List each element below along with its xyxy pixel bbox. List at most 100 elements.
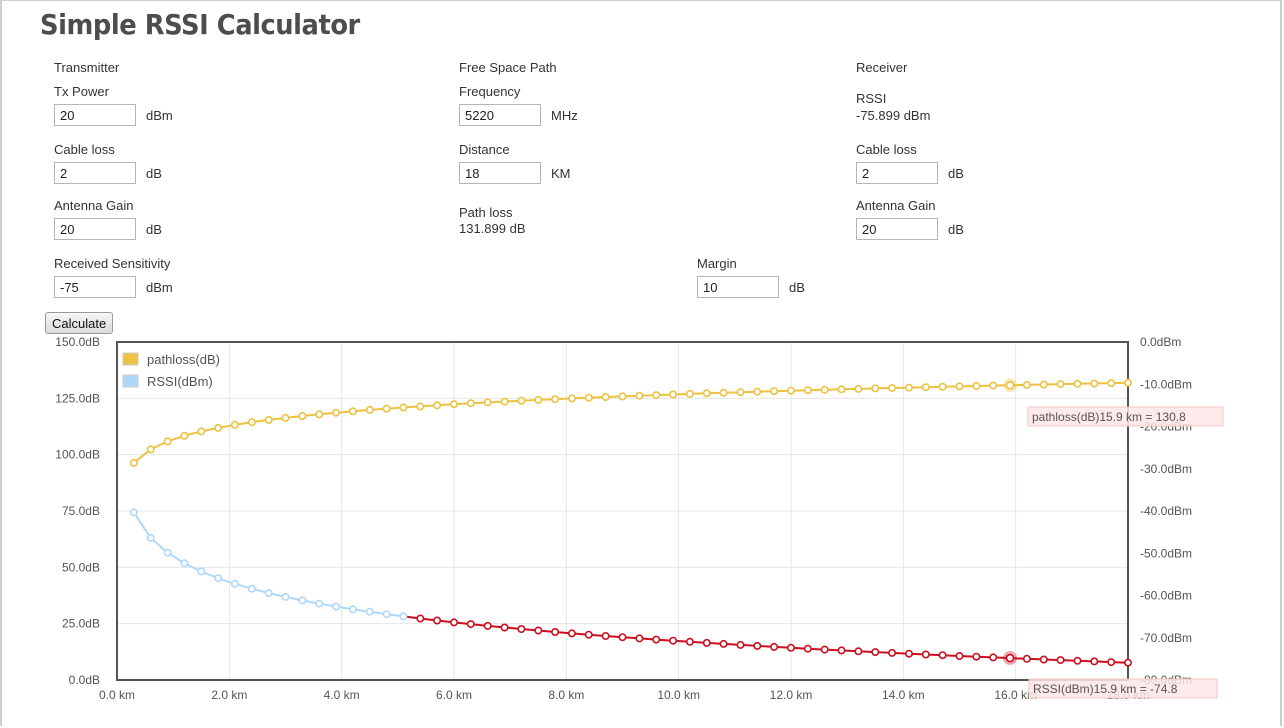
pathloss-point: [129, 458, 138, 467]
pathloss-point: [871, 384, 880, 393]
rssi-point: [517, 624, 526, 633]
path-loss-label: Path loss: [459, 205, 513, 220]
pathloss-point: [281, 413, 290, 422]
tx-power-label: Tx Power: [54, 84, 109, 99]
margin-input[interactable]: [697, 276, 779, 298]
chart-legend: pathloss(dB) RSSI(dBm): [122, 352, 220, 389]
x-tick-label: 10.0 km: [657, 688, 700, 702]
pathloss-point: [669, 390, 678, 399]
rssi-point: [854, 647, 863, 656]
tx-antenna-gain-input[interactable]: [54, 218, 136, 240]
pathloss-point: [230, 420, 239, 429]
rx-cable-loss-unit: dB: [948, 166, 964, 181]
distance-unit: KM: [551, 166, 571, 181]
pathloss-point: [466, 399, 475, 408]
rx-cable-loss-input[interactable]: [856, 162, 938, 184]
rssi-point: [163, 548, 172, 557]
pathloss-point: [736, 388, 745, 397]
distance-label: Distance: [459, 142, 510, 157]
rssi-point: [1124, 658, 1133, 667]
pathloss-point: [1107, 379, 1116, 388]
rssi-point: [180, 559, 189, 568]
pathloss-point: [433, 401, 442, 410]
rx-cable-loss-label: Cable loss: [856, 142, 917, 157]
pathloss-point: [399, 403, 408, 412]
tooltip-text: pathloss(dB)15.9 km = 130.8: [1032, 410, 1186, 424]
rssi-point: [955, 651, 964, 660]
rssi-point: [416, 614, 425, 623]
y-right-tick-label: -30.0dBm: [1140, 462, 1192, 476]
calculate-button[interactable]: Calculate: [45, 312, 114, 334]
rssi-point: [399, 612, 408, 621]
rssi-point: [753, 641, 762, 650]
pathloss-point: [938, 382, 947, 391]
pathloss-point: [584, 393, 593, 402]
pathloss-point: [888, 383, 897, 392]
rssi-point: [601, 631, 610, 640]
rssi-point: [989, 653, 998, 662]
rssi-point: [146, 533, 155, 542]
tx-cable-loss-input[interactable]: [54, 162, 136, 184]
pathloss-point: [753, 387, 762, 396]
y-left-tick-label: 25.0dB: [62, 617, 100, 631]
plot-border: [116, 341, 1129, 681]
pathloss-point: [180, 431, 189, 440]
rssi-point: [837, 646, 846, 655]
pathloss-point: [382, 404, 391, 413]
y-left-tick-label: 100.0dB: [55, 448, 100, 462]
y-left-tick-label: 75.0dB: [62, 504, 100, 518]
pathloss-point: [247, 418, 256, 427]
rx-antenna-gain-label: Antenna Gain: [856, 198, 936, 213]
margin-unit: dB: [789, 280, 805, 295]
pathloss-point: [315, 410, 324, 419]
rx-antenna-gain-unit: dB: [948, 222, 964, 237]
path-loss-value: 131.899 dB: [459, 221, 526, 236]
pathloss-point: [1056, 380, 1065, 389]
rssi-point: [972, 652, 981, 661]
pathloss-point: [567, 394, 576, 403]
rssi-line-segment: [132, 511, 152, 539]
rssi-point: [567, 629, 576, 638]
rx-antenna-gain-input[interactable]: [856, 218, 938, 240]
legend-swatch: [122, 374, 139, 388]
distance-input[interactable]: [459, 162, 541, 184]
tx-antenna-gain-unit: dB: [146, 222, 162, 237]
tooltip-box: [1027, 406, 1224, 427]
pathloss-point: [534, 395, 543, 404]
pathloss-point: [719, 388, 728, 397]
frequency-input[interactable]: [459, 104, 541, 126]
receiver-section-label: Receiver: [856, 60, 908, 75]
tooltip-box: [1028, 678, 1218, 699]
free-space-path-section-label: Free Space Path: [459, 60, 557, 75]
pathloss-point: [517, 396, 526, 405]
rssi-point: [803, 644, 812, 653]
legend-label: RSSI(dBm): [147, 374, 213, 389]
rssi-point: [197, 567, 206, 576]
tx-power-input[interactable]: [54, 104, 136, 126]
pathloss-point: [197, 427, 206, 436]
rssi-point: [281, 592, 290, 601]
rssi-point: [348, 605, 357, 614]
rssi-point: [247, 584, 256, 593]
rssi-point: [921, 650, 930, 659]
tx-power-unit: dBm: [146, 108, 173, 123]
pathloss-point: [298, 411, 307, 420]
rssi-point: [669, 636, 678, 645]
y-right-tick-label: -70.0dBm: [1140, 631, 1192, 645]
pathloss-point: [416, 402, 425, 411]
x-tick-label: 4.0 km: [324, 688, 360, 702]
highlight-point-center: [1005, 380, 1015, 390]
rssi-point: [702, 638, 711, 647]
pathloss-point: [551, 395, 560, 404]
received-sensitivity-input[interactable]: [54, 276, 136, 298]
rssi-point: [1107, 658, 1116, 667]
rssi-point: [214, 574, 223, 583]
rssi-point: [449, 618, 458, 627]
received-sensitivity-unit: dBm: [146, 280, 173, 295]
rssi-point: [618, 633, 627, 642]
highlight-point-center: [1005, 653, 1015, 663]
rssi-point: [365, 607, 374, 616]
x-tick-label: 0.0 km: [99, 688, 135, 702]
legend-label: pathloss(dB): [147, 352, 220, 367]
rssi-point: [382, 610, 391, 619]
